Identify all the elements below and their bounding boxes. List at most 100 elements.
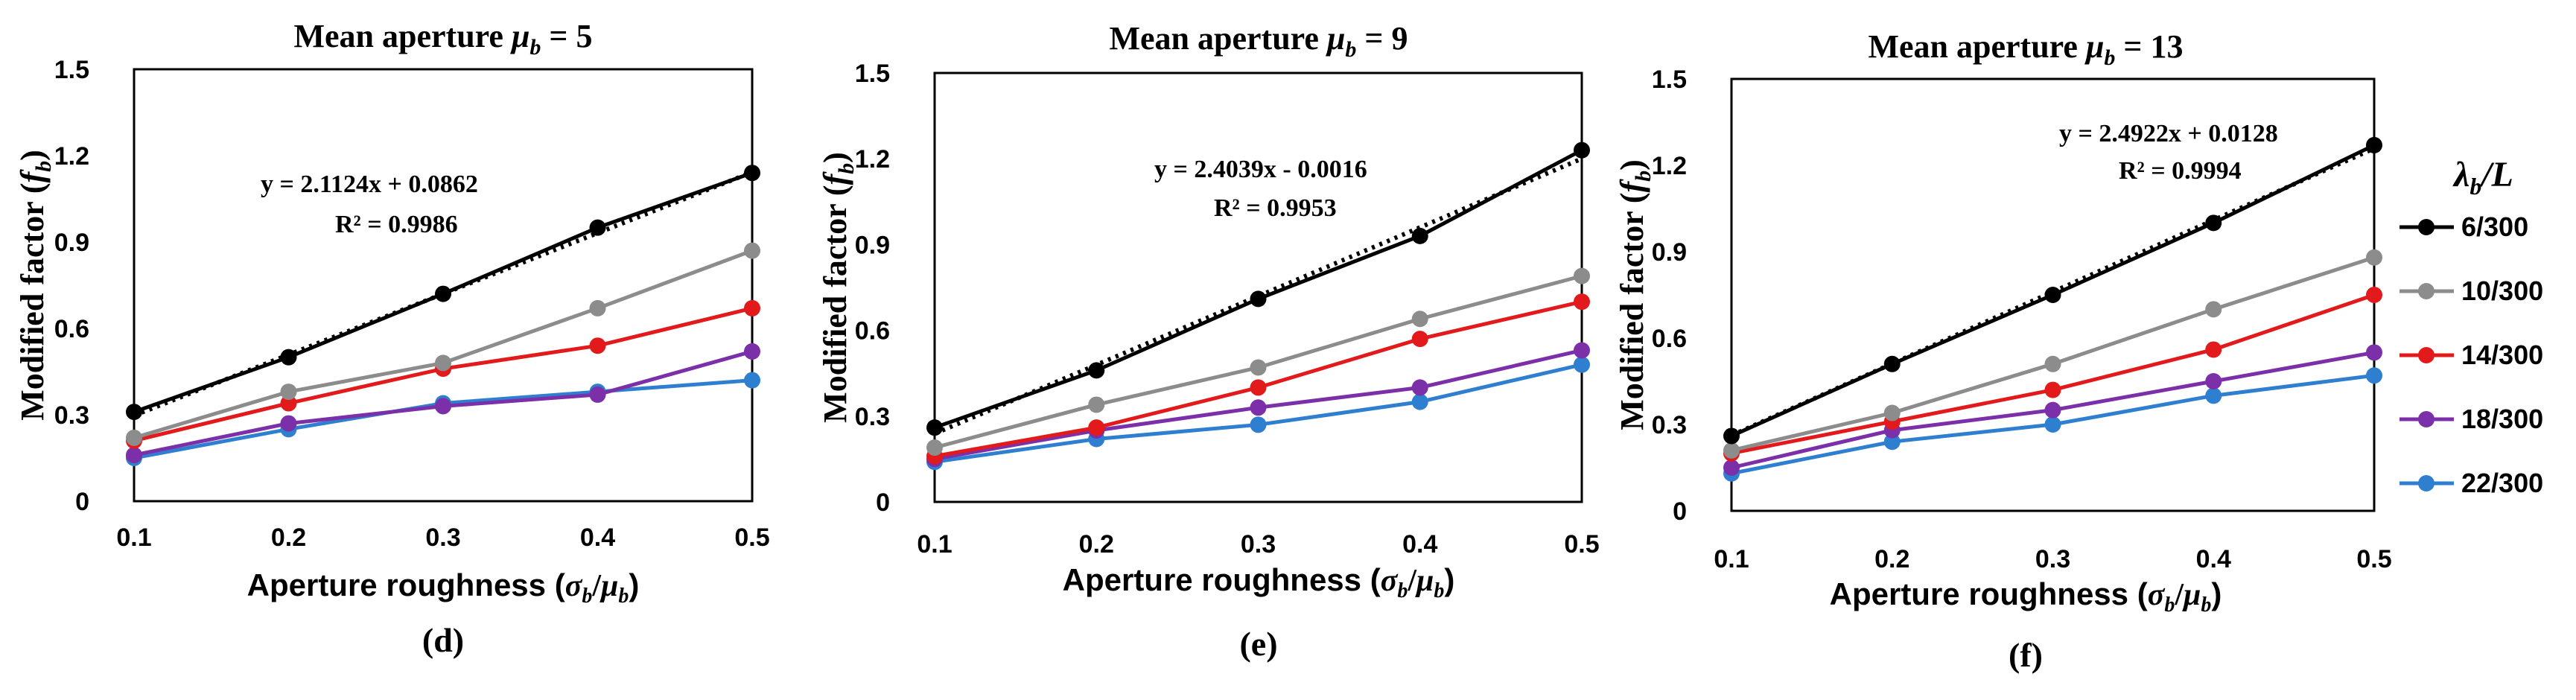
title-text: Mean aperture bbox=[1109, 20, 1326, 57]
data-point-6-300 bbox=[1088, 362, 1105, 379]
data-point-10-300 bbox=[1250, 359, 1267, 376]
legend-label-14-300: 14/300 bbox=[2461, 340, 2543, 370]
y-tick-label: 0.9 bbox=[54, 229, 89, 257]
data-point-6-300 bbox=[126, 404, 142, 421]
data-point-18-300 bbox=[2044, 401, 2061, 419]
data-point-22-300 bbox=[1250, 416, 1267, 433]
x-label-sub: b bbox=[1434, 579, 1444, 602]
x-label-sigma: σ bbox=[2148, 578, 2166, 612]
x-axis-label: Aperture roughness (σb/μb) bbox=[247, 567, 640, 608]
y-tick-label: 0.9 bbox=[1652, 238, 1687, 267]
plot-frame bbox=[933, 71, 1583, 503]
data-point-10-300 bbox=[1088, 396, 1105, 413]
x-label-sub: b bbox=[582, 585, 592, 608]
data-point-10-300 bbox=[2205, 301, 2222, 318]
trendline bbox=[1730, 146, 2376, 438]
y-axis-label: Modified factor (fb) bbox=[14, 150, 56, 421]
title-value: = 13 bbox=[2115, 28, 2183, 65]
x-label-mu: μ bbox=[2182, 578, 2201, 612]
title-text: Mean aperture bbox=[1868, 28, 2085, 65]
y-label-f: f bbox=[1614, 178, 1650, 192]
trendline-r2: R² = 0.9986 bbox=[335, 211, 458, 238]
x-tick-label: 0.2 bbox=[1874, 545, 1909, 573]
y-label-sub: b bbox=[1631, 171, 1656, 182]
legend-label-10-300: 10/300 bbox=[2461, 276, 2543, 306]
x-label-sub: b bbox=[1397, 579, 1408, 602]
y-tick-label: 0.3 bbox=[855, 403, 890, 431]
y-tick-label: 0 bbox=[1673, 497, 1687, 526]
x-label-text: Aperture roughness ( bbox=[1063, 562, 1381, 597]
data-point-18-300 bbox=[1250, 399, 1267, 416]
y-label-close: ) bbox=[14, 150, 51, 161]
legend-marker-10-300 bbox=[2418, 283, 2435, 299]
x-label-close: ) bbox=[629, 567, 639, 602]
legend-title-rest: /L bbox=[2479, 155, 2513, 194]
x-tick-label: 0.3 bbox=[1241, 530, 1276, 559]
data-point-6-300 bbox=[2366, 136, 2382, 153]
y-tick-label: 1.5 bbox=[54, 56, 89, 84]
data-point-14-300 bbox=[1574, 293, 1590, 311]
x-label-sub: b bbox=[618, 585, 629, 608]
title-variable: μ bbox=[2084, 28, 2104, 65]
legend: λb/L 6/300 10/300 14/300 18/300 22/300 bbox=[2400, 155, 2543, 498]
x-tick-label: 0.5 bbox=[2356, 545, 2391, 573]
x-label-close: ) bbox=[2211, 576, 2222, 611]
panel-label: (f) bbox=[2009, 636, 2043, 674]
y-tick-label: 1.5 bbox=[1652, 66, 1687, 94]
data-point-6-300 bbox=[1574, 141, 1590, 159]
data-point-10-300 bbox=[1723, 442, 1740, 459]
legend-marker-18-300 bbox=[2418, 411, 2435, 427]
y-tick-label: 0.6 bbox=[855, 317, 890, 346]
data-point-14-300 bbox=[744, 299, 760, 316]
x-label-slash: / bbox=[1407, 564, 1417, 598]
x-label-close: ) bbox=[1444, 562, 1454, 597]
legend-label-18-300: 18/300 bbox=[2461, 404, 2543, 434]
data-point-18-300 bbox=[2205, 373, 2222, 389]
title-subscript: b bbox=[1345, 37, 1356, 62]
legend-title-lambda: λ bbox=[2452, 155, 2470, 194]
data-point-10-300 bbox=[744, 242, 760, 259]
data-point-14-300 bbox=[280, 395, 297, 412]
chart-panel-1: Mean aperture μb = 500.30.60.91.21.50.1 0… bbox=[14, 18, 770, 659]
chart-title: Mean aperture μb = 5 bbox=[293, 18, 592, 60]
x-label-text: Aperture roughness ( bbox=[1830, 576, 2148, 611]
data-point-18-300 bbox=[126, 447, 142, 464]
x-label-sub: b bbox=[2164, 594, 2175, 617]
data-point-14-300 bbox=[2044, 381, 2061, 398]
title-variable: μ bbox=[1326, 20, 1345, 57]
y-label-sub: b bbox=[834, 163, 859, 174]
chart-title: Mean aperture μb = 13 bbox=[1868, 28, 2183, 70]
data-point-10-300 bbox=[280, 384, 297, 401]
y-tick-label: 1.2 bbox=[855, 145, 890, 174]
x-tick-label: 0.3 bbox=[425, 524, 460, 552]
x-label-slash: / bbox=[591, 569, 602, 603]
x-label-slash: / bbox=[2174, 578, 2184, 612]
title-variable: μ bbox=[510, 18, 529, 54]
x-label-sigma: σ bbox=[1381, 564, 1399, 598]
data-point-22-300 bbox=[1883, 433, 1901, 451]
title-subscript: b bbox=[529, 35, 541, 60]
data-point-18-300 bbox=[1574, 342, 1590, 359]
y-axis-label: Modified factor (fb) bbox=[1614, 159, 1656, 430]
y-tick-label: 0 bbox=[876, 489, 890, 517]
legend-marker-6-300 bbox=[2418, 219, 2435, 235]
y-label-text: Modified factor ( bbox=[14, 182, 51, 420]
y-tick-label: 0.6 bbox=[1652, 325, 1687, 353]
data-point-14-300 bbox=[589, 337, 606, 354]
x-tick-label: 0.1 bbox=[116, 524, 151, 552]
data-point-10-300 bbox=[1883, 404, 1901, 421]
data-point-10-300 bbox=[126, 429, 142, 446]
trendline-r2: R² = 0.9953 bbox=[1214, 194, 1337, 222]
legend-label-22-300: 22/300 bbox=[2461, 468, 2543, 498]
x-axis-label: Aperture roughness (σb/μb) bbox=[1063, 562, 1455, 602]
title-text: Mean aperture bbox=[293, 18, 511, 54]
data-point-18-300 bbox=[1723, 459, 1740, 476]
data-point-6-300 bbox=[1411, 227, 1428, 244]
data-point-6-300 bbox=[2205, 214, 2222, 232]
data-point-6-300 bbox=[435, 285, 451, 302]
y-label-f: f bbox=[817, 171, 853, 185]
y-label-text: Modified factor ( bbox=[1614, 192, 1650, 430]
y-tick-label: 1.2 bbox=[54, 142, 89, 171]
data-point-10-300 bbox=[926, 439, 943, 456]
